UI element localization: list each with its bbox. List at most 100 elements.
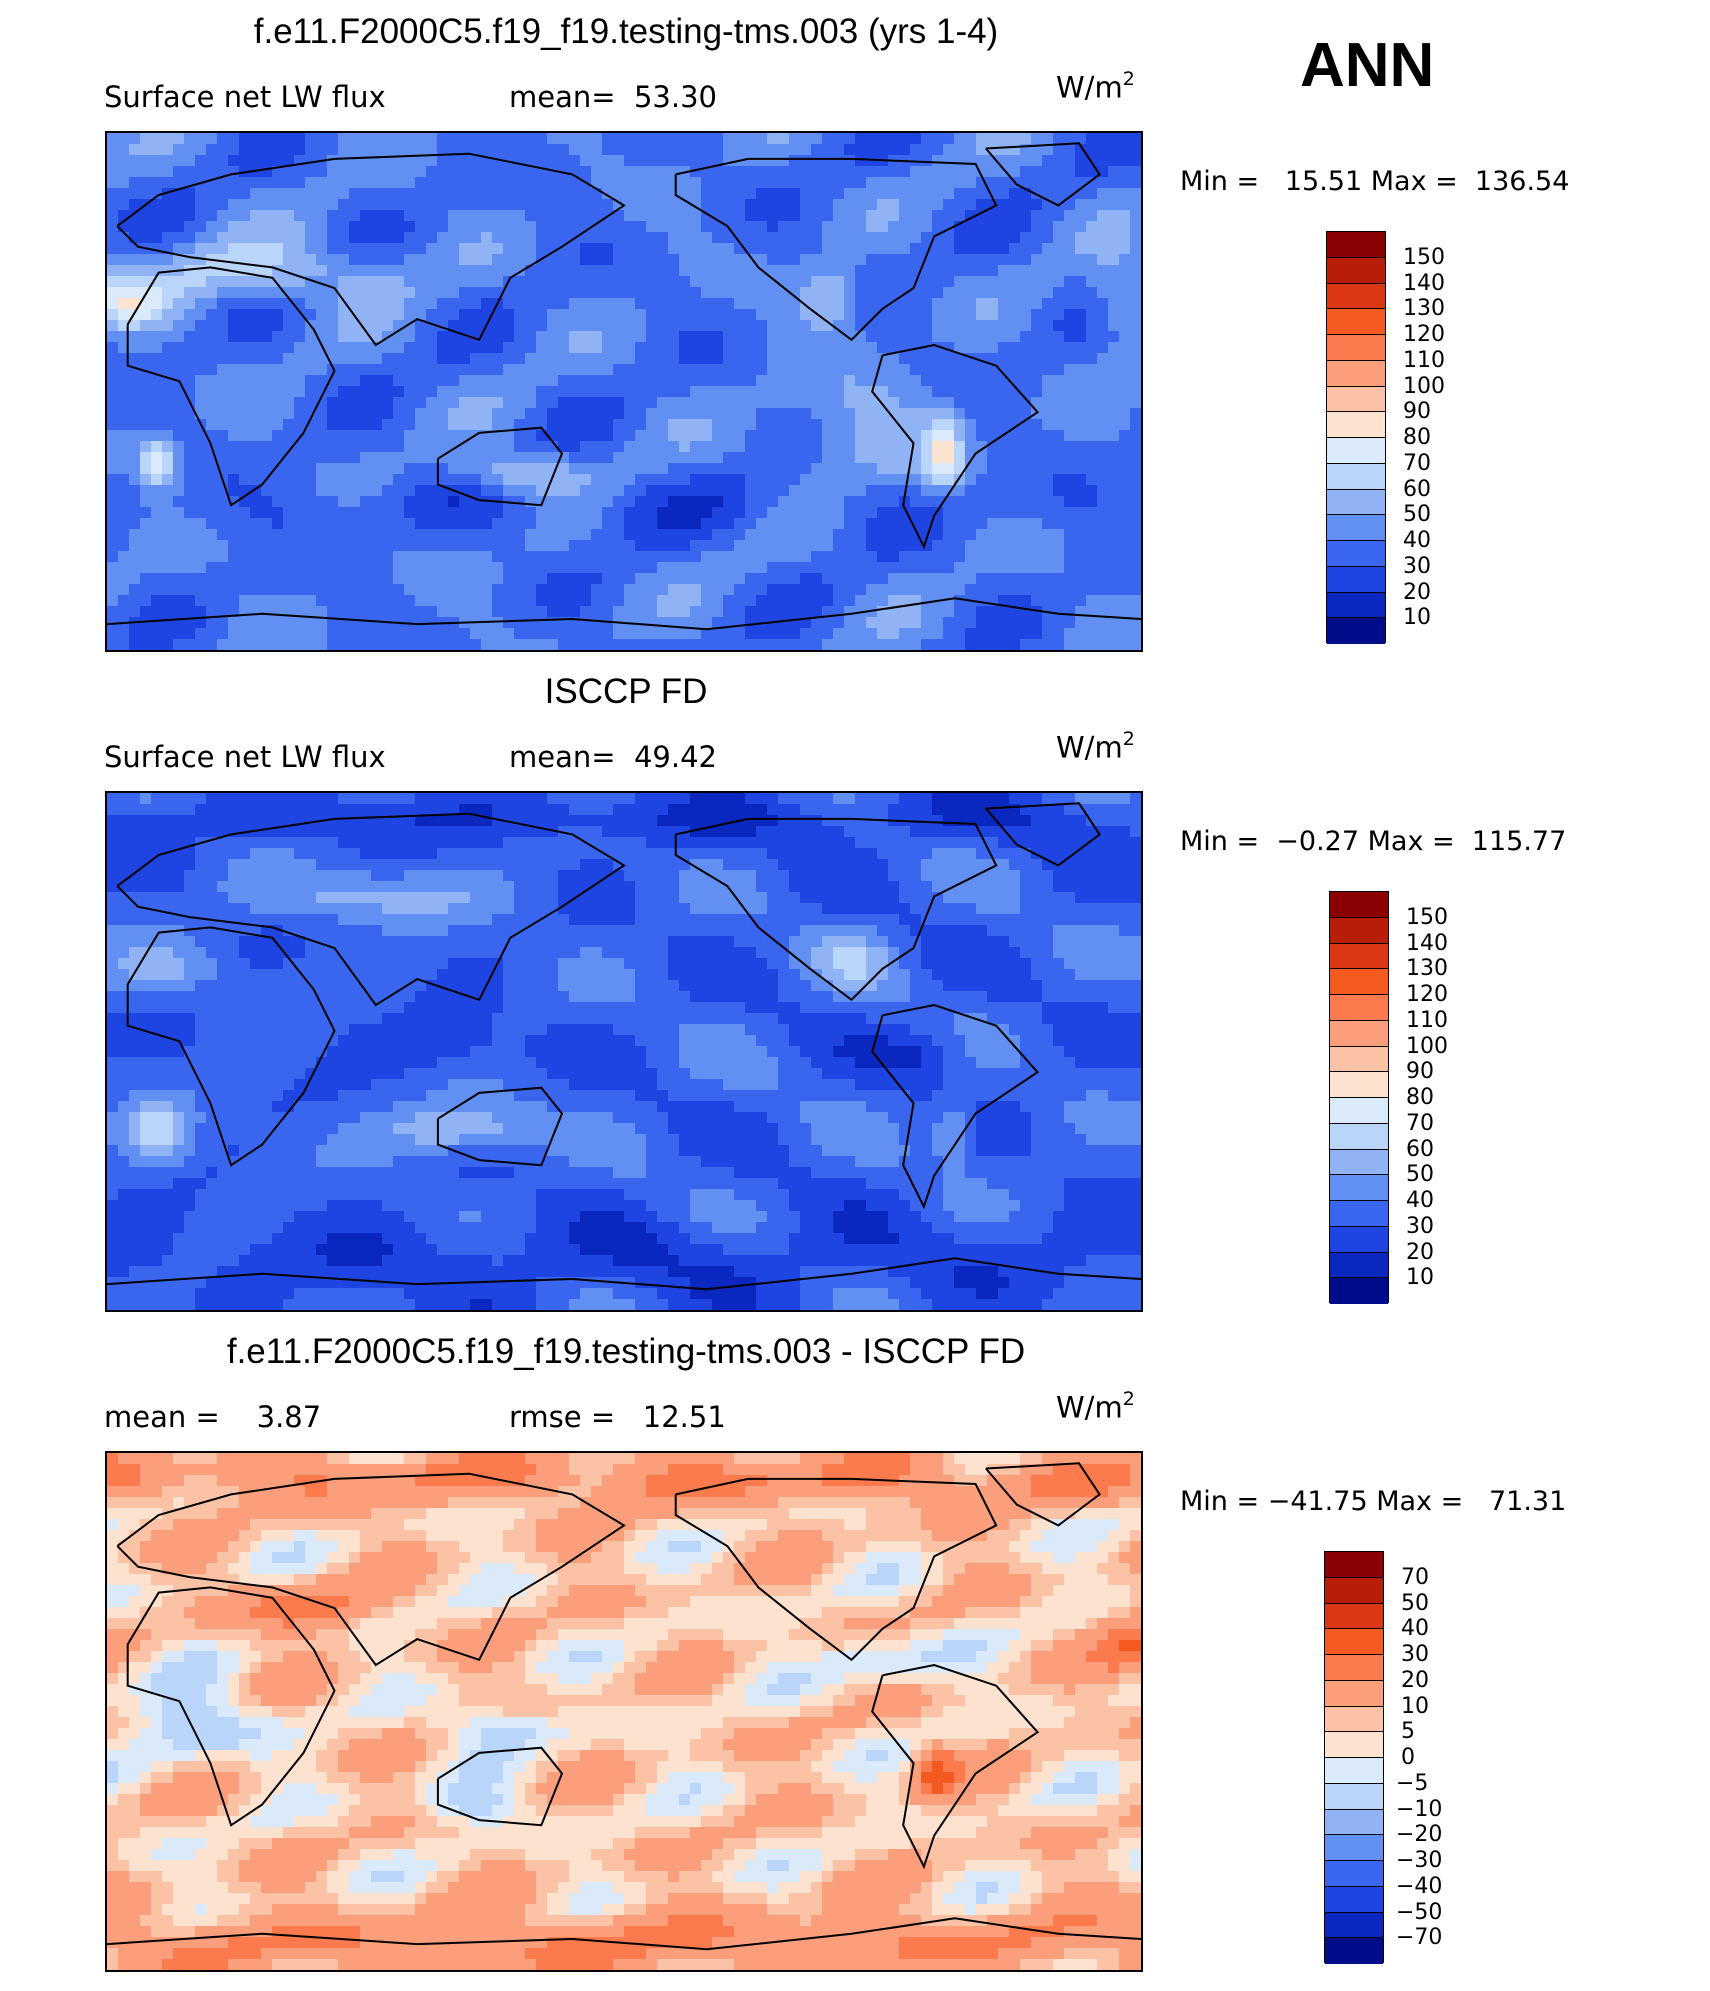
map-cell (844, 353, 856, 365)
map-cell (877, 199, 889, 211)
map-cell (1031, 375, 1043, 387)
map-cell (206, 408, 218, 420)
map-cell (745, 496, 757, 508)
map-cell (118, 452, 130, 464)
map-cell (811, 243, 823, 255)
map-cell (338, 815, 350, 827)
map-cell (437, 276, 449, 288)
map-cell (1108, 793, 1120, 805)
map-cell (1031, 430, 1043, 442)
map-cell (492, 595, 504, 607)
map-cell (723, 287, 735, 299)
map-cell (679, 320, 691, 332)
map-cell (140, 804, 152, 816)
map-cell (745, 628, 757, 640)
map-cell (1108, 331, 1120, 343)
map-cell (899, 540, 911, 552)
map-cell (250, 342, 262, 354)
map-cell (437, 595, 449, 607)
map-cell (734, 221, 746, 233)
map-cell (107, 276, 119, 288)
map-cell (657, 320, 669, 332)
map-cell (591, 353, 603, 365)
map-cell (745, 617, 757, 629)
map-cell (866, 265, 878, 277)
map-cell (811, 463, 823, 475)
map-cell (415, 826, 427, 838)
map-cell (151, 540, 163, 552)
map-cell (745, 430, 757, 442)
map-cell (668, 848, 680, 860)
map-cell (1108, 166, 1120, 178)
map-cell (1009, 199, 1021, 211)
map-cell (294, 397, 306, 409)
map-cell (888, 518, 900, 530)
map-cell (778, 408, 790, 420)
map-cell (129, 584, 141, 596)
map-cell (184, 628, 196, 640)
map-cell (1097, 276, 1109, 288)
map-cell (1042, 430, 1054, 442)
map-cell (294, 529, 306, 541)
map-cell (987, 199, 999, 211)
map-cell (679, 837, 691, 849)
map-cell (855, 639, 867, 650)
map-cell (206, 133, 218, 145)
map-cell (305, 551, 317, 563)
map-cell (283, 793, 295, 805)
map-cell (800, 562, 812, 574)
map-cell (349, 606, 361, 618)
map-cell (580, 826, 592, 838)
map-cell (228, 606, 240, 618)
map-cell (371, 573, 383, 585)
map-cell (492, 199, 504, 211)
map-cell (107, 210, 119, 222)
map-cell (734, 551, 746, 563)
map-cell (899, 232, 911, 244)
map-cell (404, 254, 416, 266)
map-cell (767, 265, 779, 277)
map-cell (855, 617, 867, 629)
map-cell (712, 133, 724, 145)
map-cell (789, 617, 801, 629)
map-cell (261, 287, 273, 299)
map-cell (921, 474, 933, 486)
map-cell (976, 232, 988, 244)
map-cell (712, 562, 724, 574)
map-cell (1031, 606, 1043, 618)
map-cell (151, 397, 163, 409)
map-cell (118, 276, 130, 288)
map-cell (1130, 144, 1141, 156)
map-cell (866, 155, 878, 167)
map-cell (481, 408, 493, 420)
map-cell (668, 199, 680, 211)
map-cell (602, 518, 614, 530)
map-cell (745, 155, 757, 167)
map-cell (327, 639, 339, 650)
map-cell (701, 188, 713, 200)
map-cell (1042, 562, 1054, 574)
map-cell (580, 397, 592, 409)
map-cell (1108, 837, 1120, 849)
map-cell (624, 639, 636, 650)
map-cell (800, 551, 812, 563)
map-cell (360, 826, 372, 838)
map-cell (767, 837, 779, 849)
map-cell (580, 265, 592, 277)
map-cell (404, 375, 416, 387)
map-cell (272, 595, 284, 607)
map-cell (1130, 595, 1141, 607)
map-cell (470, 298, 482, 310)
map-cell (580, 848, 592, 860)
map-cell (624, 232, 636, 244)
map-cell (932, 199, 944, 211)
map-cell (657, 265, 669, 277)
map-cell (613, 496, 625, 508)
map-cell (998, 529, 1010, 541)
map-cell (294, 815, 306, 827)
map-cell (910, 144, 922, 156)
map-cell (668, 584, 680, 596)
map-cell (789, 320, 801, 332)
map-cell (503, 309, 515, 321)
map-cell (393, 485, 405, 497)
